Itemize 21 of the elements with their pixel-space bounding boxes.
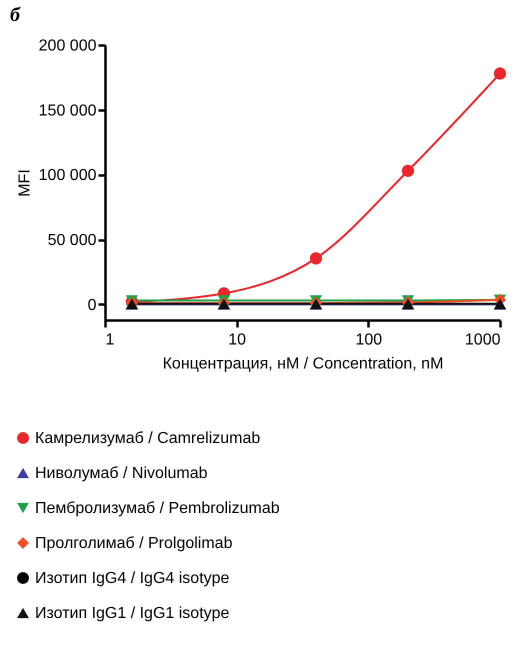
x-tick-label: 10 [228, 332, 246, 348]
legend-label: Ниволумаб / Nivolumab [35, 465, 208, 482]
point [494, 67, 506, 80]
legend-label: Камрелизумаб / Camrelizumab [35, 430, 260, 447]
x-axis-title: Концентрация, нМ / Concentration, nM [162, 356, 444, 372]
chart-title: б [10, 4, 21, 26]
y-tick-label: 200 000 [38, 38, 97, 54]
x-tick-label: 100 [355, 332, 382, 348]
y-tick-label: 100 000 [38, 167, 97, 184]
legend-label: Изотип IgG4 / IgG4 isotype [35, 570, 230, 587]
legend-label: Изотип IgG1 / IgG1 isotype [35, 605, 230, 622]
y-axis-title: MFI [16, 169, 34, 197]
legend-label: Пролголимаб / Prolgolimab [35, 535, 233, 552]
legend-label: Пембролизумаб / Pembrolizumab [35, 500, 280, 517]
x-tick-label: 1000 [464, 332, 501, 348]
point [402, 164, 414, 177]
y-tick-label: 150 000 [38, 102, 97, 120]
x-tick-label: 1 [106, 332, 114, 348]
y-tick-label: 50 000 [48, 232, 97, 250]
point [310, 252, 322, 264]
y-tick-label: 0 [88, 296, 97, 314]
